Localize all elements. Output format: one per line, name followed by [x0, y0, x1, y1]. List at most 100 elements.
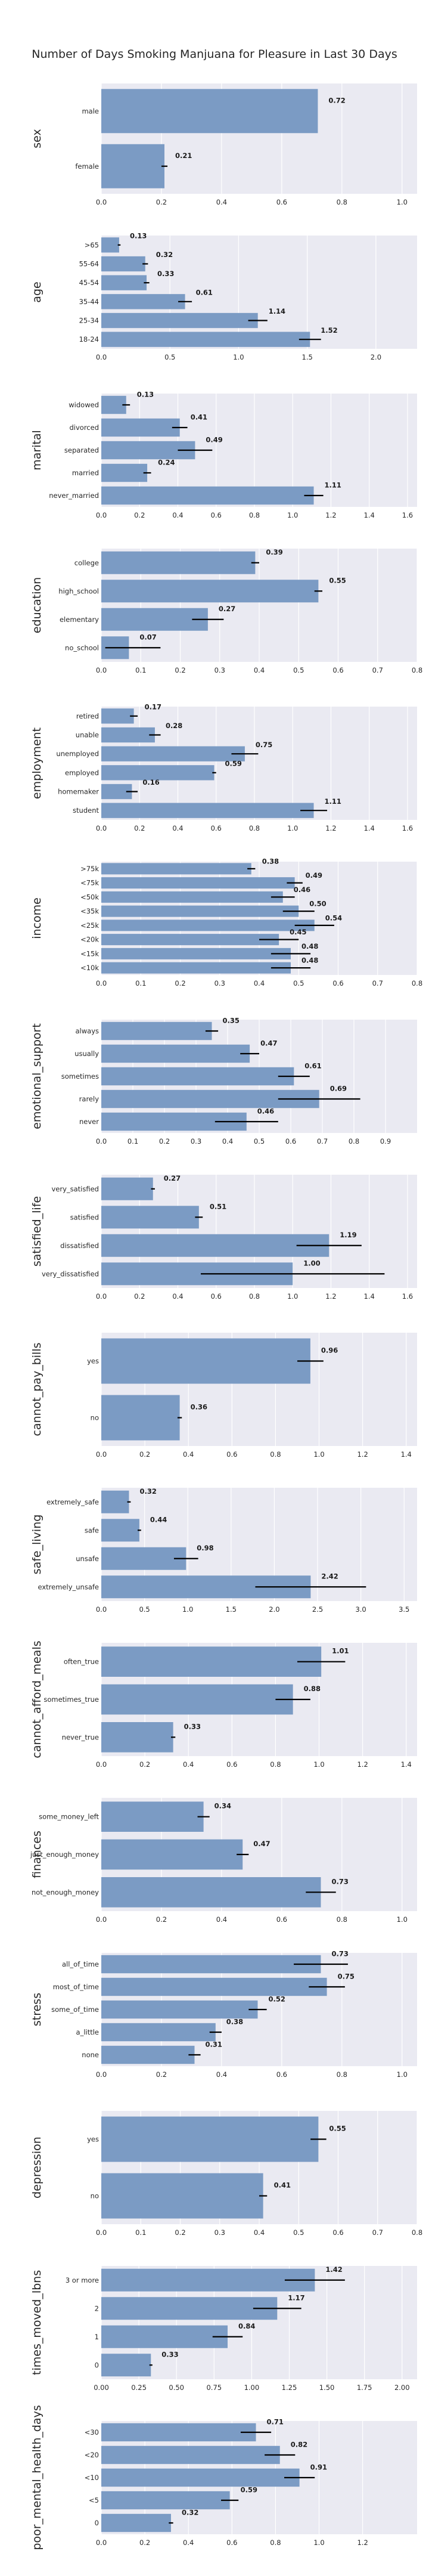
value-label: 0.59 [241, 2485, 257, 2494]
x-tick-label: 0.5 [293, 2228, 304, 2237]
bar-yes [101, 1338, 310, 1384]
x-tick-label: 0.8 [349, 1137, 359, 1145]
value-label: 0.50 [309, 900, 326, 908]
x-tick-label: 0.6 [226, 1760, 237, 1769]
bar-18-24 [101, 332, 310, 347]
x-tick-label: 0.8 [270, 1760, 281, 1769]
category-label: <15k [80, 949, 99, 958]
x-tick-label: 1.5 [302, 353, 313, 361]
x-tick-label: 0.1 [135, 2228, 146, 2237]
x-tick-label: 0.7 [372, 2228, 383, 2237]
bar-often-true [101, 1646, 322, 1677]
bar-5 [101, 2491, 230, 2510]
category-label: very_dissatisfied [42, 1270, 99, 1278]
x-tick-label: 1.50 [319, 2383, 335, 2392]
x-tick-label: 0.8 [337, 1915, 347, 1924]
bar-75k [101, 877, 295, 889]
x-tick-label: 0.4 [254, 666, 265, 674]
x-tick-label: 1.0 [287, 824, 298, 832]
y-axis-label: marital [30, 430, 43, 470]
bar-usually [101, 1044, 250, 1063]
x-tick-label: 0.0 [96, 353, 107, 361]
bar-some-of-time [101, 2000, 258, 2019]
bar-unsafe [101, 1547, 186, 1570]
bar-none [101, 2045, 195, 2064]
value-label: 0.72 [328, 96, 345, 104]
value-label: 0.16 [142, 778, 159, 787]
category-label: sometimes [61, 1072, 99, 1080]
bar-20 [101, 2445, 280, 2464]
x-tick-label: 1.0 [397, 2070, 408, 2079]
category-label: separated [64, 446, 99, 454]
category-label: extremely_unsafe [38, 1583, 99, 1591]
value-label: 0.82 [291, 2440, 307, 2448]
value-label: 0.69 [330, 1084, 347, 1092]
bar-25k [101, 919, 315, 931]
value-label: 1.19 [340, 1231, 356, 1239]
bar-35-44 [101, 294, 185, 309]
value-label: 0.27 [219, 605, 235, 613]
x-tick-label: 0.8 [337, 2070, 347, 2079]
y-axis-label: depression [30, 2137, 43, 2199]
category-label: >75k [80, 865, 99, 873]
value-label: 0.32 [182, 2508, 198, 2516]
x-tick-label: 0.5 [293, 666, 304, 674]
x-tick-label: 0.2 [175, 979, 185, 987]
value-label: 0.61 [304, 1061, 321, 1070]
x-tick-label: 1.0 [397, 198, 408, 206]
x-tick-label: 0.8 [249, 824, 260, 832]
value-label: 0.27 [164, 1174, 181, 1182]
category-label: <10k [80, 964, 99, 972]
bar-no [101, 2173, 263, 2219]
x-tick-label: 1.0 [313, 1450, 324, 1459]
bar-male [101, 89, 318, 134]
x-tick-label: 0.0 [96, 1450, 107, 1459]
x-tick-label: 0.2 [175, 2228, 185, 2237]
y-axis-label: cannot_pay_bills [30, 1343, 43, 1436]
x-tick-label: 0.75 [206, 2383, 222, 2392]
value-label: 0.31 [205, 2040, 222, 2048]
x-tick-label: 0.2 [156, 1915, 167, 1924]
value-label: 0.46 [257, 1107, 274, 1115]
value-label: 1.52 [321, 326, 337, 335]
value-label: 0.38 [262, 857, 279, 865]
category-label: college [74, 559, 99, 567]
x-tick-label: 0.5 [293, 979, 304, 987]
category-label: never [79, 1117, 99, 1126]
x-tick-label: 0.0 [96, 824, 107, 832]
value-label: 0.44 [150, 1515, 167, 1524]
bar-unemployed [101, 746, 245, 761]
x-tick-label: 0.6 [226, 1450, 237, 1459]
x-tick-label: 0.0 [96, 979, 107, 987]
bar-0 [101, 2354, 151, 2377]
bar-always [101, 1021, 212, 1041]
x-tick-label: 0.4 [216, 2070, 227, 2079]
bar-15k [101, 948, 291, 959]
bar-some-money-left [101, 1801, 204, 1832]
category-label: <50k [80, 893, 99, 901]
x-tick-label: 1.4 [364, 511, 375, 519]
value-label: 0.84 [238, 2322, 255, 2330]
x-tick-label: 0.6 [211, 511, 222, 519]
value-label: 0.21 [175, 151, 192, 160]
bar-55-64 [101, 256, 145, 272]
panel-times-moved-lbns: 0.00 0.25 0.50 0.75 1.00 1.25 1.50 1.75 2.00 3 or… [30, 2265, 417, 2392]
bar-a-little [101, 2023, 216, 2042]
x-tick-label: 0.8 [249, 1292, 260, 1301]
x-tick-label: 1.2 [357, 1450, 368, 1459]
category-label: <35k [80, 907, 99, 915]
x-tick-label: 1.6 [402, 824, 413, 832]
value-label: 0.98 [197, 1544, 213, 1552]
x-tick-label: 0.6 [211, 824, 222, 832]
value-label: 0.41 [191, 413, 207, 421]
x-tick-label: 0.8 [270, 2538, 281, 2547]
x-tick-label: 0.0 [96, 2228, 107, 2237]
bar-20k [101, 934, 279, 946]
panel-cannot-afford-meals: 0.0 0.2 0.4 0.6 0.8 1.0 1.2 1.4 often_true 1.01 so… [30, 1640, 417, 1769]
x-tick-label: 1.25 [282, 2383, 297, 2392]
category-label: female [75, 162, 99, 171]
value-label: 0.55 [329, 576, 346, 584]
y-axis-label: times_moved_lbns [30, 2270, 43, 2375]
x-tick-label: 0.2 [134, 824, 145, 832]
value-label: 1.14 [269, 307, 285, 315]
